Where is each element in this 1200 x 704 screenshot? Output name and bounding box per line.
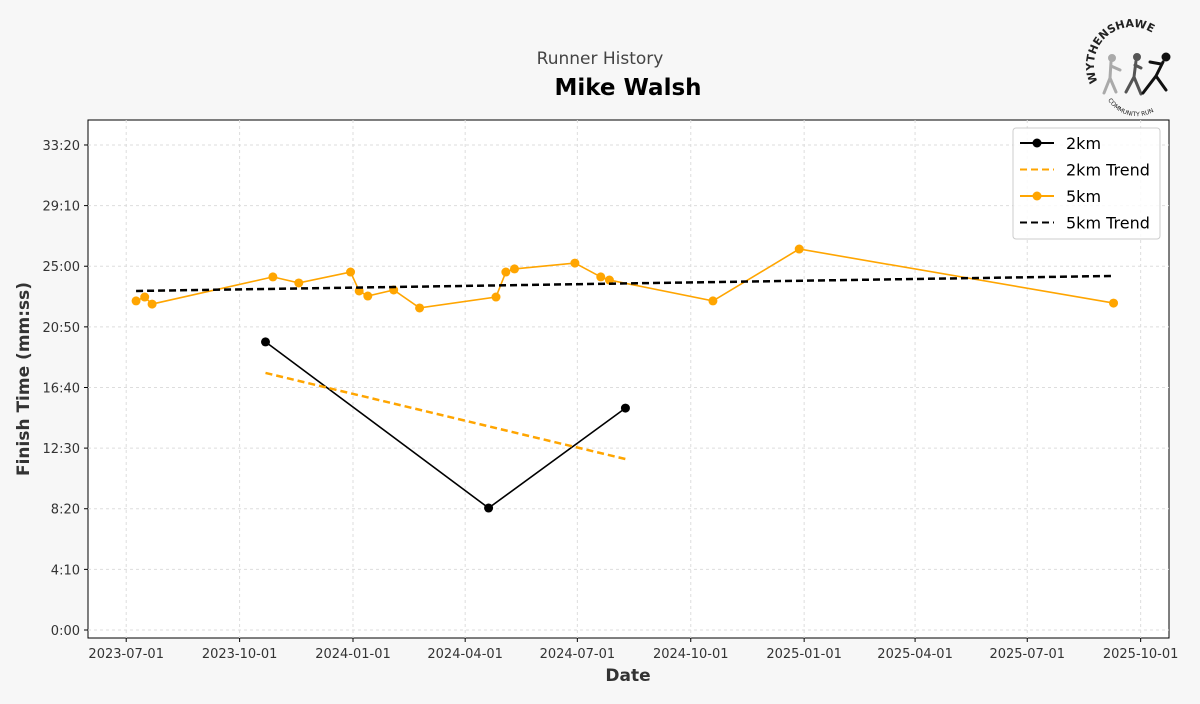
data-point-5km — [415, 303, 425, 313]
data-point-5km — [268, 272, 278, 282]
data-point-5km — [501, 267, 511, 277]
data-point-5km — [604, 275, 614, 285]
chart-suptitle: Runner History — [537, 49, 664, 69]
y-tick-label: 0:00 — [51, 624, 80, 639]
legend: 2km 2km Trend 5km 5km Trend — [1012, 127, 1161, 240]
x-tick-label: 2025-04-01 — [877, 647, 953, 662]
y-tick-label: 29:10 — [43, 200, 80, 215]
y-axis-label: Finish Time (mm:ss) — [14, 282, 34, 476]
data-point-5km — [294, 278, 304, 288]
data-point-5km — [794, 244, 804, 254]
series-line-5km-trend — [136, 274, 1114, 293]
x-tick-label: 2023-07-01 — [88, 647, 164, 662]
legend-label: 5km Trend — [1066, 214, 1150, 233]
data-point-5km — [596, 272, 606, 282]
legend-marker — [1032, 191, 1042, 201]
legend-label: 2km — [1066, 134, 1101, 153]
data-point-5km — [1109, 298, 1119, 308]
y-tick-label: 4:10 — [51, 563, 80, 578]
svg-text:WYTHENSHAWE: WYTHENSHAWE — [1084, 17, 1157, 85]
data-point-5km — [491, 292, 501, 302]
x-tick-label: 2025-07-01 — [989, 647, 1065, 662]
x-axis-label: Date — [605, 666, 650, 686]
legend-marker — [1032, 138, 1042, 148]
wythenshawe-logo: WYTHENSHAWE COMMUNITY RUN — [1084, 17, 1171, 118]
y-tick-label: 8:20 — [51, 503, 80, 518]
data-point-5km — [708, 296, 718, 306]
y-tick-label: 33:20 — [43, 139, 80, 154]
x-tick-label: 2024-01-01 — [315, 647, 391, 662]
y-tick-label: 16:40 — [43, 381, 80, 396]
y-tick-label: 20:50 — [43, 321, 80, 336]
series-line-2km-trend — [265, 371, 626, 461]
plot-area — [87, 119, 1170, 639]
x-tick-label: 2025-10-01 — [1103, 647, 1179, 662]
data-point-5km — [131, 296, 141, 306]
data-point-5km — [509, 264, 519, 274]
data-point-5km — [140, 292, 150, 302]
x-tick-label: 2025-01-01 — [766, 647, 842, 662]
data-point-5km — [346, 267, 356, 277]
x-tick-label: 2024-07-01 — [540, 647, 616, 662]
x-tick-label: 2024-10-01 — [653, 647, 729, 662]
data-point-2km — [260, 337, 270, 347]
x-tick-label: 2024-04-01 — [427, 647, 503, 662]
data-point-5km — [570, 258, 580, 268]
x-tick-label: 2023-10-01 — [202, 647, 278, 662]
chart-title: Mike Walsh — [554, 75, 701, 101]
y-tick-label: 25:00 — [43, 260, 80, 275]
legend-label: 5km — [1066, 187, 1101, 206]
data-point-5km — [363, 291, 373, 301]
data-point-2km — [484, 503, 494, 513]
svg-text:COMMUNITY RUN: COMMUNITY RUN — [1106, 97, 1155, 118]
data-point-5km — [147, 299, 157, 309]
data-point-2km — [620, 403, 630, 413]
legend-label: 2km Trend — [1066, 161, 1150, 180]
y-tick-label: 12:30 — [43, 442, 80, 457]
